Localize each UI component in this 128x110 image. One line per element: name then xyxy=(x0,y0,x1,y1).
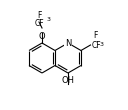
Text: O: O xyxy=(39,32,45,41)
Text: 3: 3 xyxy=(47,17,51,22)
Text: CF: CF xyxy=(34,19,44,28)
Text: OH: OH xyxy=(61,76,74,85)
Text: N: N xyxy=(65,38,71,48)
Text: 3: 3 xyxy=(99,41,104,47)
Text: CF: CF xyxy=(92,40,101,50)
Text: F: F xyxy=(37,11,41,20)
Text: F: F xyxy=(94,31,98,40)
